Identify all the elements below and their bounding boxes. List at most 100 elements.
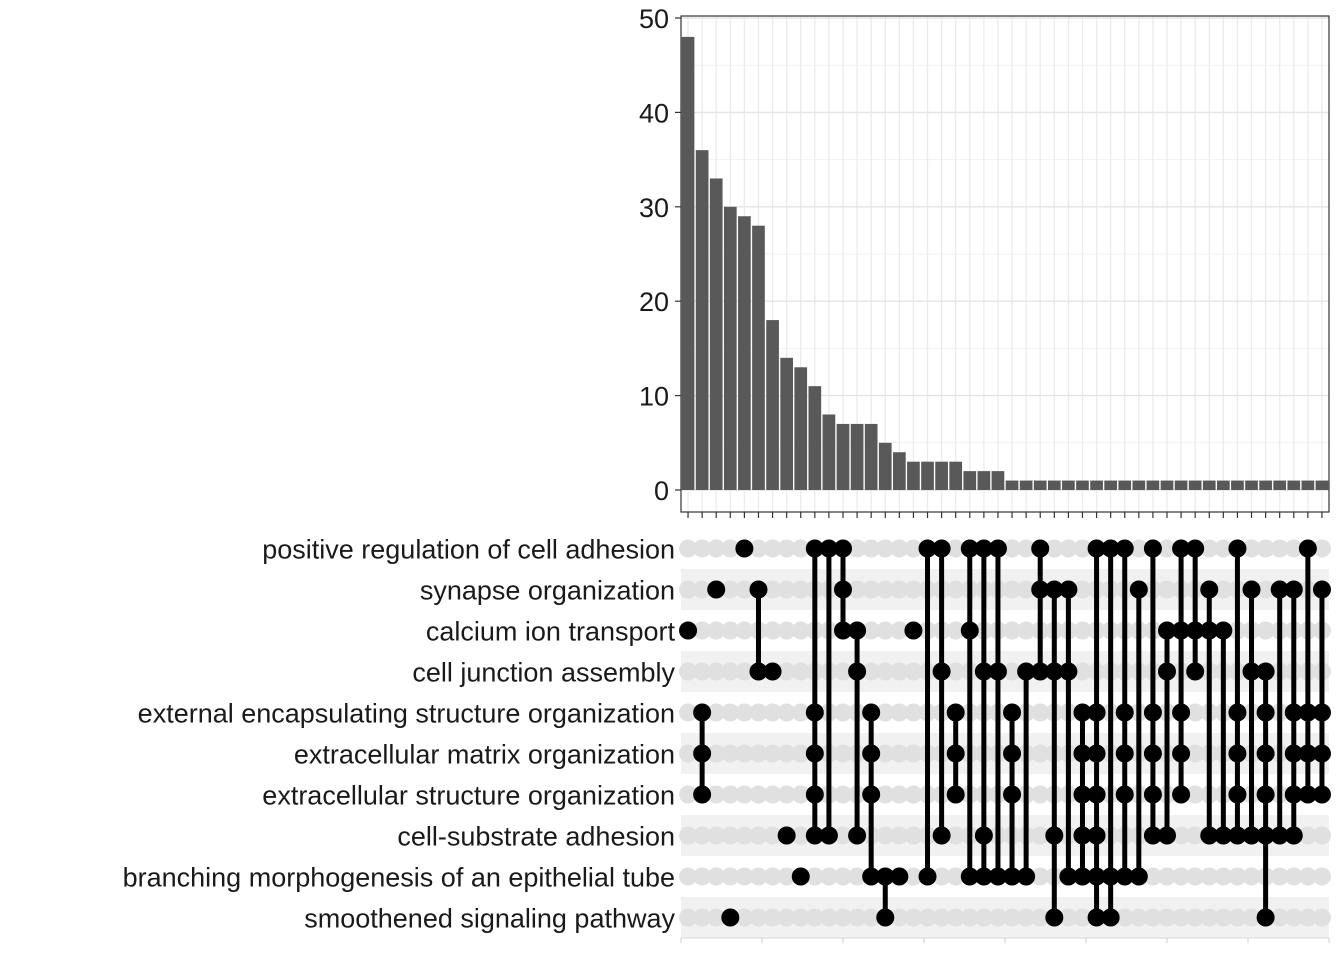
inactive-dot [876,662,895,681]
bar-4 [723,206,737,491]
inactive-dot [791,539,810,558]
inactive-dot [777,539,796,558]
bar-20 [949,461,963,490]
bar-40 [1231,480,1244,490]
active-dot [1003,744,1022,763]
active-dot [1158,621,1176,640]
active-dot [1087,867,1106,886]
bar-2 [695,150,709,490]
inactive-dot [1186,744,1205,763]
inactive-dot [1298,826,1317,845]
inactive-dot [679,826,698,845]
inactive-dot [834,744,852,763]
inactive-dot [1270,908,1289,927]
inactive-dot [904,662,923,681]
inactive-dot [707,826,726,845]
inactive-dot [679,867,698,886]
inactive-dot [1186,908,1205,927]
inactive-dot [679,580,698,599]
inactive-dot [693,621,712,640]
active-dot [1200,580,1219,599]
active-dot [1143,703,1162,722]
active-dot [918,539,937,558]
inactive-dot [707,908,726,927]
active-dot [1073,703,1092,722]
active-dot [1101,539,1120,558]
y-tick-label: 30 [639,193,669,223]
inactive-dot [890,539,909,558]
inactive-dot [693,867,712,886]
inactive-dot [721,703,740,722]
inactive-dot [819,867,838,886]
inactive-dot [1214,908,1233,927]
inactive-dot [1017,908,1036,927]
inactive-dot [932,908,951,927]
bar-29 [1076,480,1089,490]
inactive-dot [1312,539,1331,558]
active-dot [1228,744,1247,763]
active-dot [1143,539,1162,558]
bar-12 [836,423,850,490]
bar-39 [1217,480,1230,490]
active-dot [1256,908,1275,927]
inactive-dot [1298,908,1317,927]
active-dot [1284,785,1303,804]
inactive-dot [1200,539,1219,558]
inactive-dot [946,867,965,886]
active-dot [1172,539,1191,558]
inactive-dot [1256,580,1275,599]
inactive-dot [1158,580,1176,599]
inactive-dot [890,662,909,681]
active-dot [1284,703,1303,722]
active-dot [1045,908,1064,927]
inactive-dot [834,867,852,886]
active-dot [960,539,979,558]
inactive-dot [763,744,782,763]
active-dot [1214,621,1233,640]
bar-42 [1259,480,1272,490]
inactive-dot [932,867,951,886]
active-dot [918,867,937,886]
bar-15 [878,442,892,490]
bar-16 [893,452,906,490]
inactive-dot [862,621,881,640]
inactive-dot [862,908,881,927]
inactive-dot [721,826,740,845]
inactive-dot [1031,826,1050,845]
y-tick-label: 20 [639,287,669,317]
active-dot [1129,867,1148,886]
set-label-10: smoothened signaling pathway [304,904,675,934]
inactive-dot [777,744,796,763]
active-dot [1312,580,1331,599]
inactive-dot [904,908,923,927]
inactive-dot [721,621,740,640]
active-dot [834,580,852,599]
inactive-dot [834,908,852,927]
inactive-dot [791,662,810,681]
active-dot [1031,580,1050,599]
bar-18 [921,461,934,490]
inactive-dot [1017,580,1036,599]
active-dot [1228,785,1247,804]
inactive-dot [876,703,895,722]
inactive-dot [749,744,768,763]
active-dot [890,867,909,886]
active-dot [1284,826,1303,845]
active-dot [693,703,712,722]
inactive-dot [693,662,712,681]
inactive-dot [1158,867,1176,886]
active-dot [1298,785,1317,804]
inactive-dot [1158,539,1176,558]
y-tick-label: 50 [639,4,669,34]
active-dot [1312,785,1331,804]
inactive-dot [1172,908,1191,927]
active-dot [1242,826,1261,845]
inactive-dot [763,785,782,804]
inactive-dot [763,703,782,722]
active-dot [1059,867,1078,886]
inactive-dot [1214,867,1233,886]
y-tick-label: 40 [639,98,669,128]
active-dot [721,908,740,927]
bar-10 [808,386,822,490]
inactive-dot [805,867,824,886]
